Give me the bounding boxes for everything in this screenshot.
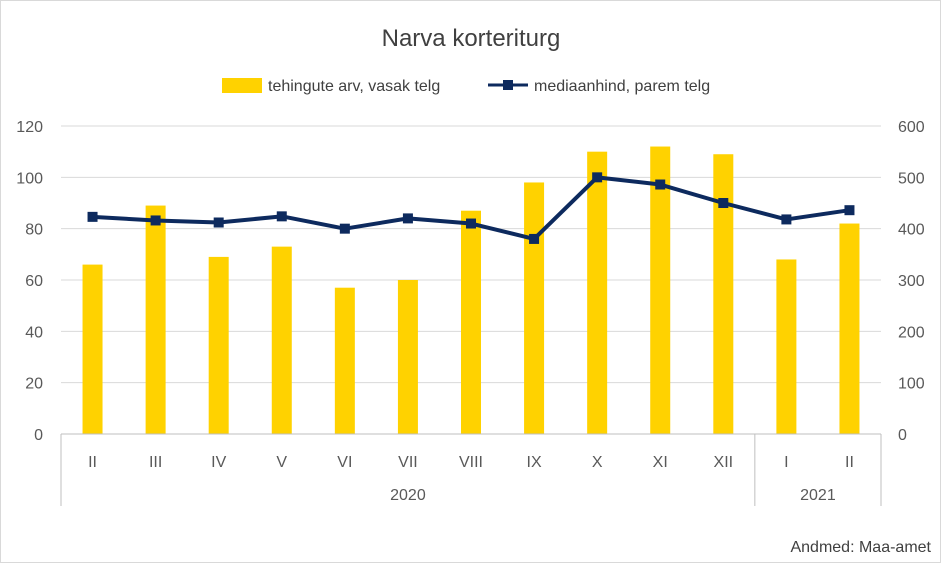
right-axis-tick-label: 100: [898, 376, 925, 393]
x-group-label: 2020: [390, 487, 426, 504]
left-axis-tick-label: 60: [25, 273, 43, 290]
bar: [650, 146, 671, 435]
right-axis-tick-label: 0: [898, 427, 907, 444]
left-axis-tick-label: 100: [16, 170, 43, 187]
line-marker: [213, 217, 224, 228]
bar: [208, 256, 229, 434]
line-marker: [150, 215, 161, 226]
line-marker: [529, 233, 540, 244]
line-marker: [655, 179, 666, 190]
right-axis-tick-label: 200: [898, 324, 925, 341]
right-axis-tick-label: 300: [898, 273, 925, 290]
x-tick-label: X: [592, 454, 603, 471]
right-axis-tick-label: 500: [898, 170, 925, 187]
line-marker: [402, 213, 413, 224]
x-group-label: 2021: [800, 487, 836, 504]
line-marker: [87, 211, 98, 222]
right-axis-tick-label: 600: [898, 119, 925, 136]
legend-label-line: mediaanhind, parem telg: [534, 78, 710, 95]
x-tick-label: VI: [337, 454, 352, 471]
left-axis-tick-label: 40: [25, 324, 43, 341]
bar: [334, 287, 355, 434]
bar: [524, 182, 545, 434]
line-series: [87, 172, 855, 244]
left-axis-tick-label: 120: [16, 119, 43, 136]
legend-swatch-marker: [503, 80, 513, 90]
x-tick-label: XII: [714, 454, 734, 471]
left-axis-tick-label: 20: [25, 376, 43, 393]
line-marker: [781, 214, 792, 225]
x-tick-label: II: [88, 454, 97, 471]
line-marker: [339, 223, 350, 234]
bar: [713, 154, 734, 434]
bar: [145, 205, 166, 434]
left-axis: 0 20 40 60 80 100 120: [16, 119, 43, 444]
line-marker: [276, 211, 287, 222]
bar: [587, 151, 608, 434]
source-note: Andmed: Maa-amet: [790, 539, 931, 556]
x-tick-label: XI: [653, 454, 668, 471]
right-axis-tick-label: 400: [898, 222, 925, 239]
x-tick-label: IV: [211, 454, 226, 471]
x-tick-label: VIII: [459, 454, 483, 471]
bar: [461, 210, 481, 434]
line-marker: [592, 172, 603, 183]
legend-label-bars: tehingute arv, vasak telg: [268, 78, 440, 95]
x-tick-label: VII: [398, 454, 418, 471]
bar: [839, 223, 860, 434]
x-tick-label: IX: [527, 454, 542, 471]
left-axis-tick-label: 0: [34, 427, 43, 444]
line-marker: [844, 205, 855, 216]
bar: [271, 246, 292, 434]
legend-swatch-bars: [222, 78, 262, 93]
line-marker: [466, 218, 476, 229]
legend: tehingute arv, vasak telg mediaanhind, p…: [222, 78, 710, 95]
bar: [776, 259, 797, 434]
right-axis: 0 100 200 300 400 500 600: [898, 119, 925, 444]
bar-series: [82, 146, 860, 435]
x-tick-label: II: [845, 454, 854, 471]
x-tick-label: V: [276, 454, 287, 471]
x-tick-label: I: [784, 454, 788, 471]
left-axis-tick-label: 80: [25, 222, 43, 239]
chart-title: Narva korteriturg: [382, 25, 561, 52]
line-marker: [718, 198, 729, 208]
x-tick-label: III: [149, 454, 162, 471]
bar: [397, 280, 418, 434]
bar: [82, 264, 103, 434]
